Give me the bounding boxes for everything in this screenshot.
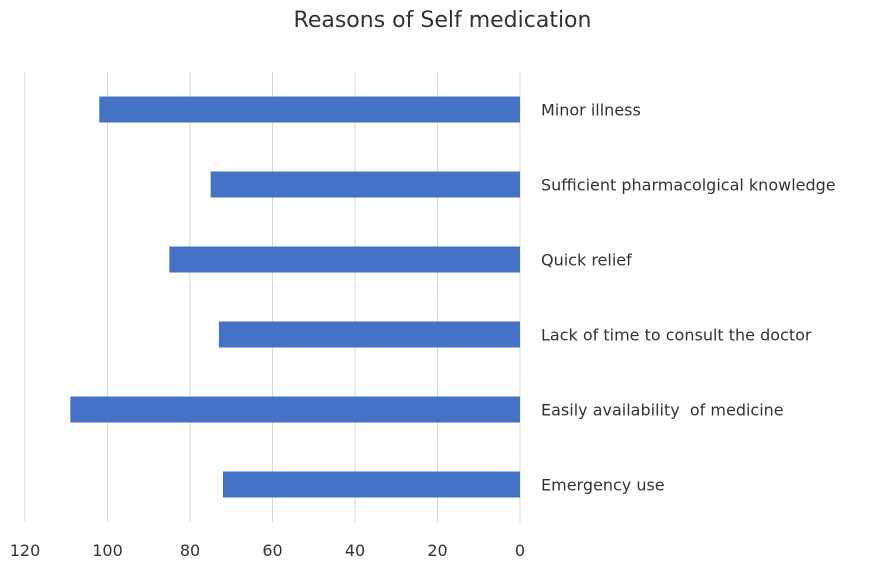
chart-title: Reasons of Self medication [293, 8, 592, 33]
bar [169, 246, 520, 273]
x-tick-label: 0 [515, 541, 525, 560]
x-tick-label: 60 [262, 541, 282, 560]
bar [70, 396, 520, 423]
category-label: Quick relief [541, 251, 632, 270]
category-label: Easily availability of medicine [541, 401, 784, 420]
bar [223, 471, 520, 498]
bar [99, 96, 520, 123]
x-tick-label: 120 [10, 541, 41, 560]
category-label: Emergency use [541, 476, 665, 495]
category-label: Lack of time to consult the doctor [541, 326, 812, 345]
x-tick-label: 40 [345, 541, 365, 560]
x-tick-label: 100 [92, 541, 123, 560]
category-label: Sufficient pharmacolgical knowledge [541, 176, 836, 195]
bar [218, 321, 520, 348]
category-label: Minor illness [541, 101, 641, 120]
x-tick-label: 20 [427, 541, 447, 560]
bar [210, 171, 520, 198]
x-tick-label: 80 [180, 541, 200, 560]
